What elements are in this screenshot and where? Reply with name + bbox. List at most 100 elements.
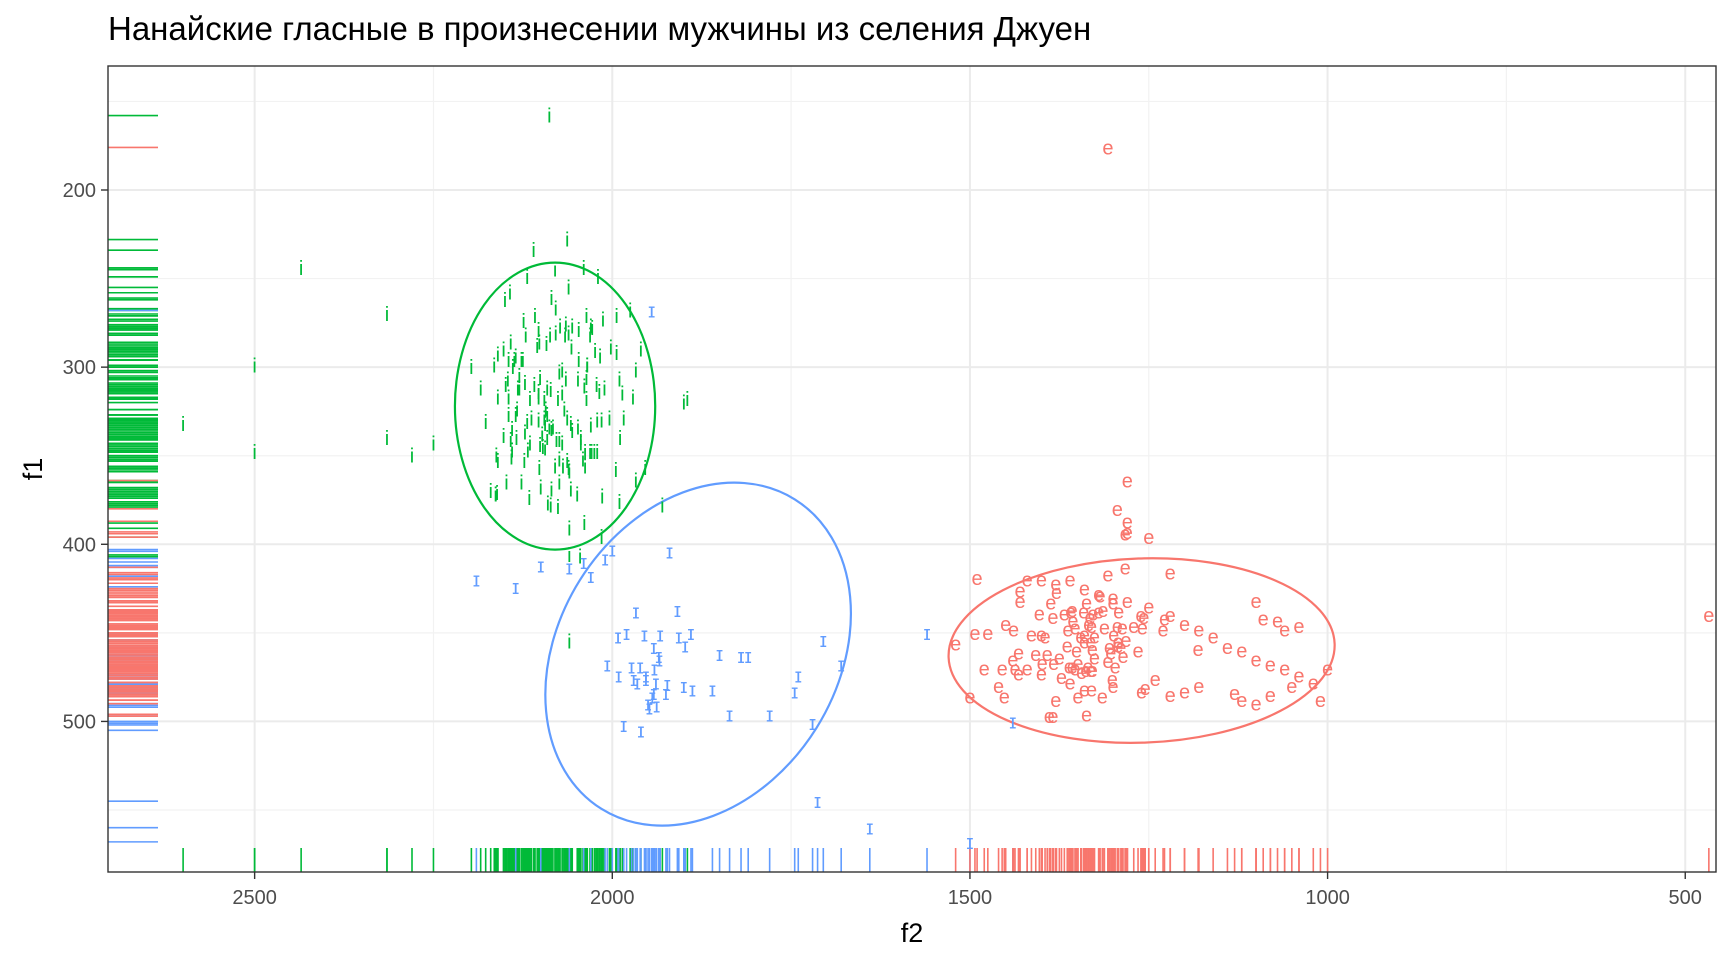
point-label: i xyxy=(522,451,526,473)
point-label: i xyxy=(528,389,532,411)
point-label: i xyxy=(542,409,546,431)
point-label: e xyxy=(972,568,983,590)
point-label: e xyxy=(1117,646,1128,668)
point-label: e xyxy=(1056,667,1067,689)
point-label: e xyxy=(1014,591,1025,613)
point-label: e xyxy=(1222,637,1233,659)
point-label: i xyxy=(575,485,579,507)
point-label: ɪ xyxy=(649,687,656,709)
point-label: i xyxy=(488,481,492,503)
point-label: i xyxy=(628,300,632,322)
confidence-ellipses xyxy=(453,261,1336,827)
point-label: i xyxy=(495,483,499,505)
point-label: i xyxy=(519,472,523,494)
point-label: i xyxy=(547,106,551,128)
point-label: e xyxy=(1037,653,1048,675)
point-label: i xyxy=(557,472,561,494)
point-label: i xyxy=(536,320,540,342)
point-label: i xyxy=(553,456,557,478)
point-label: i xyxy=(590,318,594,340)
point-label: e xyxy=(1159,609,1170,631)
point-label: ɪ xyxy=(680,676,687,698)
point-label: i xyxy=(565,230,569,252)
point-label: e xyxy=(1039,626,1050,648)
point-label: e xyxy=(1085,632,1096,654)
point-label: e xyxy=(1143,527,1154,549)
point-label: e xyxy=(1093,584,1104,606)
point-label: ɪ xyxy=(966,832,973,854)
point-label: e xyxy=(1703,605,1714,627)
point-label: i xyxy=(525,267,529,289)
point-label: e xyxy=(1008,619,1019,641)
point-label: i xyxy=(519,350,523,372)
point-label: e xyxy=(1079,680,1090,702)
point-label: i xyxy=(569,338,573,360)
point-label: i xyxy=(609,338,613,360)
plot-border xyxy=(107,65,1717,873)
point-label: e xyxy=(1258,609,1269,631)
point-label: e xyxy=(1120,630,1131,652)
point-label: i xyxy=(576,370,580,392)
point-label: i xyxy=(508,332,512,354)
point-label: i xyxy=(592,442,596,464)
chart-title: Нанайские гласные в произнесении мужчины… xyxy=(108,10,1092,47)
point-label: i xyxy=(506,350,510,372)
point-label: e xyxy=(1179,614,1190,636)
point-label: e xyxy=(1293,665,1304,687)
point-label: i xyxy=(562,400,566,422)
point-label: ɪ xyxy=(820,630,827,652)
point-label: ɪ xyxy=(745,646,752,668)
point-label: e xyxy=(1193,619,1204,641)
point-label: e xyxy=(1044,706,1055,728)
point-label: ɪ xyxy=(814,791,821,813)
point-label: e xyxy=(1208,626,1219,648)
point-label: i xyxy=(538,435,542,457)
point-label: e xyxy=(1293,616,1304,638)
point-label: i xyxy=(252,355,256,377)
point-label: i xyxy=(546,494,550,516)
point-label: i xyxy=(585,355,589,377)
x-axis-label: f2 xyxy=(901,918,924,948)
point-label: e xyxy=(1047,607,1058,629)
point-label: i xyxy=(493,485,497,507)
point-label: e xyxy=(1007,649,1018,671)
point-label: ɪ xyxy=(620,715,627,737)
point-label: i xyxy=(576,417,580,439)
point-label: i xyxy=(513,347,517,369)
point-label: i xyxy=(566,458,570,480)
point-label: i xyxy=(501,339,505,361)
axes: 2500 2000 1500 1000 500 200 300 400 500 xyxy=(63,180,1702,909)
point-label: i xyxy=(595,410,599,432)
point-label: ɪ xyxy=(791,681,798,703)
point-label: ɪ xyxy=(675,626,682,648)
point-label: e xyxy=(1165,605,1176,627)
point-label: i xyxy=(512,350,516,372)
point-label: i xyxy=(523,373,527,395)
point-label: i xyxy=(504,472,508,494)
point-label: i xyxy=(617,370,621,392)
point-label: e xyxy=(1050,690,1061,712)
point-label: i xyxy=(542,389,546,411)
point-label: e xyxy=(1013,664,1024,686)
point-label: ɪ xyxy=(614,626,621,648)
point-label: i xyxy=(585,355,589,377)
point-label: e xyxy=(1104,637,1115,659)
point-label: i xyxy=(557,362,561,384)
point-label: e xyxy=(997,658,1008,680)
point-label: i xyxy=(533,306,537,328)
point-label: i xyxy=(634,361,638,383)
point-label: e xyxy=(950,633,961,655)
point-label: e xyxy=(1048,653,1059,675)
point-label: e xyxy=(1236,690,1247,712)
ellipse-small-i xyxy=(544,481,853,827)
point-label: e xyxy=(1132,641,1143,663)
point-label: e xyxy=(1122,522,1133,544)
point-label: ɪ xyxy=(642,665,649,687)
point-label: e xyxy=(1089,626,1100,648)
point-label: i xyxy=(597,382,601,404)
point-label: i xyxy=(551,417,555,439)
point-label: i xyxy=(557,449,561,471)
point-label: e xyxy=(1122,471,1133,493)
point-label: e xyxy=(1179,681,1190,703)
